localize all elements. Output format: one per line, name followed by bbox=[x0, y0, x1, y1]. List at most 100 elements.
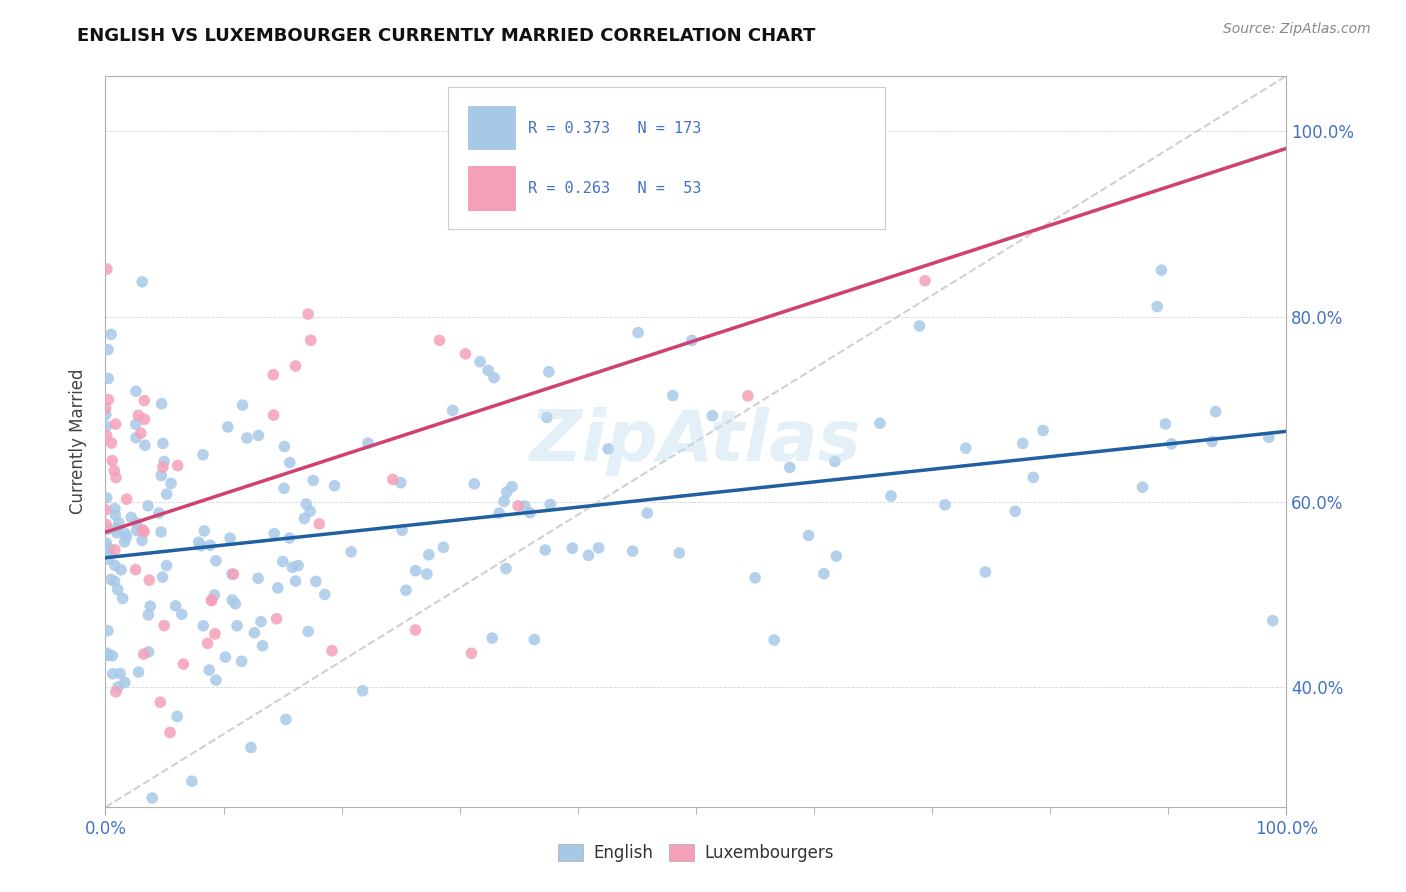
Point bbox=[501, 480, 523, 494]
Point bbox=[107, 582, 129, 597]
Point bbox=[131, 523, 153, 537]
Point bbox=[768, 152, 790, 166]
Point bbox=[224, 597, 246, 611]
Point bbox=[243, 625, 266, 640]
Point bbox=[104, 542, 127, 557]
Point bbox=[278, 531, 301, 545]
Point bbox=[247, 428, 270, 442]
Point bbox=[97, 648, 120, 663]
Point bbox=[340, 545, 363, 559]
Point bbox=[96, 419, 118, 434]
Point bbox=[1146, 300, 1168, 314]
Point bbox=[108, 516, 131, 530]
Point bbox=[481, 631, 503, 645]
Point bbox=[153, 454, 176, 468]
Point bbox=[297, 624, 319, 639]
Point bbox=[125, 524, 148, 538]
Point bbox=[104, 508, 127, 522]
Point bbox=[284, 359, 307, 373]
Point bbox=[96, 262, 118, 277]
Point bbox=[150, 524, 173, 539]
Point bbox=[156, 487, 179, 501]
Point bbox=[1004, 504, 1026, 518]
Point bbox=[508, 499, 530, 513]
Point bbox=[191, 448, 214, 462]
Point bbox=[247, 571, 270, 585]
Point bbox=[97, 552, 120, 566]
Point bbox=[299, 504, 322, 518]
Point bbox=[100, 573, 122, 587]
Point bbox=[236, 431, 259, 445]
Point bbox=[115, 492, 138, 507]
Point bbox=[468, 354, 491, 368]
Point bbox=[104, 501, 127, 516]
Point bbox=[136, 499, 159, 513]
Point bbox=[120, 510, 142, 524]
Point bbox=[134, 393, 156, 408]
Point bbox=[155, 558, 177, 573]
Point bbox=[141, 791, 163, 805]
Point bbox=[97, 546, 120, 560]
Point bbox=[612, 207, 634, 221]
Point bbox=[321, 644, 343, 658]
Point bbox=[115, 530, 138, 544]
Point bbox=[107, 680, 129, 694]
Point bbox=[202, 588, 225, 602]
Point bbox=[357, 436, 380, 450]
Point bbox=[627, 326, 650, 340]
Point bbox=[125, 516, 148, 530]
Point bbox=[97, 541, 120, 556]
Point bbox=[103, 464, 125, 478]
Point bbox=[134, 412, 156, 426]
Point bbox=[108, 666, 131, 681]
Point bbox=[273, 440, 295, 454]
Point bbox=[180, 774, 202, 789]
Point bbox=[197, 636, 219, 650]
Point bbox=[681, 334, 703, 348]
Point bbox=[159, 725, 181, 739]
Text: ENGLISH VS LUXEMBOURGER CURRENTLY MARRIED CORRELATION CHART: ENGLISH VS LUXEMBOURGER CURRENTLY MARRIE… bbox=[77, 27, 815, 45]
Point bbox=[252, 639, 274, 653]
Point bbox=[125, 431, 148, 445]
Point bbox=[132, 647, 155, 661]
Point bbox=[934, 498, 956, 512]
Point bbox=[170, 607, 193, 622]
Point bbox=[100, 327, 122, 342]
Point bbox=[1132, 480, 1154, 494]
Point bbox=[537, 365, 560, 379]
Point bbox=[463, 476, 485, 491]
Point bbox=[134, 438, 156, 452]
Point bbox=[880, 489, 903, 503]
Point bbox=[598, 442, 620, 456]
Point bbox=[955, 441, 977, 455]
Point bbox=[193, 618, 215, 632]
Point bbox=[281, 560, 304, 574]
Point bbox=[1011, 436, 1033, 450]
Point bbox=[97, 522, 120, 536]
Point bbox=[561, 541, 583, 556]
Point bbox=[166, 458, 188, 473]
Point bbox=[418, 548, 440, 562]
Point bbox=[266, 612, 288, 626]
Point bbox=[1201, 434, 1223, 449]
Point bbox=[416, 567, 439, 582]
Point bbox=[274, 713, 297, 727]
Point bbox=[391, 524, 413, 538]
Point bbox=[149, 695, 172, 709]
Point bbox=[273, 481, 295, 495]
Point bbox=[1160, 437, 1182, 451]
Point bbox=[219, 531, 242, 545]
Point bbox=[737, 389, 759, 403]
Point bbox=[405, 564, 427, 578]
Point bbox=[668, 546, 690, 560]
Point bbox=[543, 152, 565, 166]
Text: R = 0.263   N =  53: R = 0.263 N = 53 bbox=[529, 181, 702, 196]
FancyBboxPatch shape bbox=[468, 166, 516, 211]
Point bbox=[114, 675, 136, 690]
Point bbox=[482, 370, 505, 384]
Point bbox=[538, 498, 561, 512]
Point bbox=[477, 363, 499, 377]
Point bbox=[305, 574, 328, 589]
Point bbox=[94, 502, 117, 516]
Point bbox=[588, 541, 610, 555]
